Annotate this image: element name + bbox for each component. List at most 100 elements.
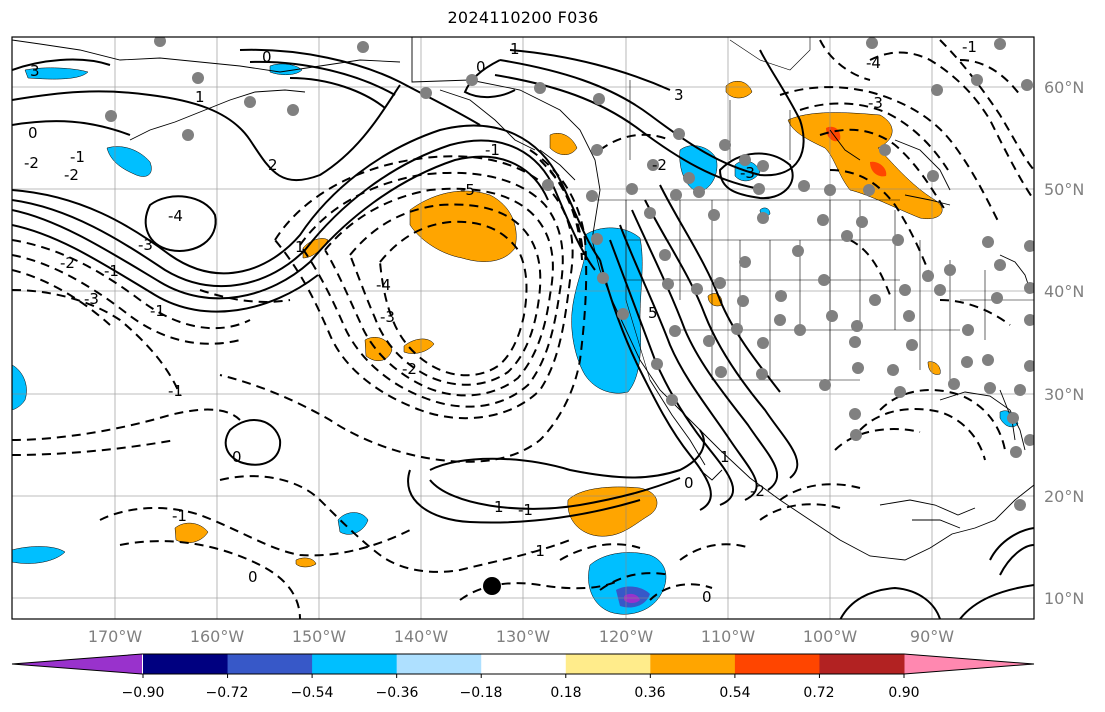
contour-label: -1 — [485, 141, 500, 159]
positive-anomaly-shade — [567, 486, 658, 537]
colorbar-tick-label: 0.72 — [803, 685, 834, 701]
colorbar-segment — [227, 654, 313, 674]
contour-label: 0 — [702, 588, 712, 606]
lon-label: 90°W — [910, 627, 954, 646]
contour-label: -1 — [530, 542, 545, 560]
coastlines — [12, 37, 1034, 561]
tropical-cyclone-marker — [483, 577, 501, 595]
lon-label: 140°W — [394, 627, 449, 646]
negative-anomaly-shade — [337, 512, 369, 535]
lon-label: 120°W — [599, 627, 654, 646]
contour-label: -2 — [24, 154, 39, 172]
positive-anomaly-shade — [787, 112, 943, 220]
positive-anomaly-shade — [549, 132, 578, 155]
colorbar-outline — [11, 653, 1035, 675]
lon-label: 170°W — [88, 627, 143, 646]
colorbar-segment — [312, 654, 398, 674]
contour-label: -4 — [168, 207, 183, 225]
contour-label: 0 — [232, 448, 242, 466]
contour-label: 0 — [28, 124, 38, 142]
contour-label: -3 — [380, 308, 395, 326]
colorbar-tick-label: −0.90 — [122, 685, 165, 701]
positive-anomaly-shade — [295, 557, 317, 568]
contour-lines — [12, 48, 1034, 619]
contour-label: -1 — [518, 501, 533, 519]
colorbar-tick-label: −0.72 — [206, 685, 249, 701]
colorbar-tick-label: 0.36 — [634, 685, 665, 701]
negative-anomaly-shade — [106, 146, 152, 177]
contour-label: -2 — [64, 166, 79, 184]
negative-anomaly-shade — [24, 67, 89, 80]
positive-anomaly-shade — [927, 361, 941, 375]
contour-label: 0 — [262, 48, 272, 66]
positive-anomaly-shade — [725, 80, 753, 99]
contour-label: 1 — [510, 40, 520, 58]
contour-label: -3 — [740, 164, 755, 182]
latitude-labels: 60°N 50°N 40°N 30°N 20°N 10°N — [1044, 78, 1084, 608]
lon-label: 160°W — [190, 627, 245, 646]
colorbar-tick-label: −0.54 — [291, 685, 334, 701]
contour-label: -4 — [866, 54, 881, 72]
lat-label: 50°N — [1044, 180, 1084, 199]
negative-anomaly-shade — [12, 364, 27, 411]
colorbar-tick-label: −0.36 — [376, 685, 419, 701]
colorbar-tick-label: 0.54 — [719, 685, 750, 701]
contour-label: -1 — [150, 302, 165, 320]
lat-label: 30°N — [1044, 385, 1084, 404]
contour-label: 3 — [674, 86, 684, 104]
colorbar-segment — [396, 654, 482, 674]
contour-lines-dashed — [12, 39, 1034, 619]
map-title: 2024110200 F036 — [447, 8, 599, 27]
contour-label: -3 — [138, 236, 153, 254]
contour-label: -1 — [172, 507, 187, 525]
observation-dots — [105, 37, 1034, 511]
colorbar-extend-low — [12, 654, 142, 674]
colorbar-segment — [481, 654, 567, 674]
contour-label: 1 — [720, 448, 730, 466]
colorbar-tick-label: 0.90 — [888, 685, 919, 701]
lat-label: 10°N — [1044, 589, 1084, 608]
negative-anomaly-shade — [624, 593, 640, 603]
lon-label: 150°W — [292, 627, 347, 646]
positive-anomaly-shade — [870, 161, 887, 177]
contour-label: 2 — [268, 156, 278, 174]
lon-label: 100°W — [803, 627, 858, 646]
contour-label: 1 — [195, 88, 205, 106]
contour-label: -2 — [402, 360, 417, 378]
contour-label: -1 — [168, 382, 183, 400]
contour-label: -5 — [460, 181, 475, 199]
contour-label: -2 — [60, 254, 75, 272]
colorbar-tick-label: 0.18 — [550, 685, 581, 701]
contour-label: -4 — [376, 276, 391, 294]
contour-label: 0 — [476, 58, 486, 76]
contour-labels: 3 0 -1 -2 -2 1 -4 -3 -2 -3 -1 -1 2 -5 -4… — [24, 38, 977, 606]
longitude-labels: 170°W 160°W 150°W 140°W 130°W 120°W 110°… — [88, 627, 954, 646]
contour-label: -1 — [104, 262, 119, 280]
lon-label: 130°W — [496, 627, 551, 646]
colorbar-segment — [650, 654, 736, 674]
lat-label: 40°N — [1044, 282, 1084, 301]
contour-label: 0 — [684, 474, 694, 492]
colorbar-segment — [734, 654, 820, 674]
colorbar-tick-label: −0.18 — [460, 685, 503, 701]
contour-label: -3 — [84, 290, 99, 308]
contour-label: -1 — [70, 148, 85, 166]
lat-label: 20°N — [1044, 487, 1084, 506]
negative-anomaly-shade — [12, 546, 66, 564]
contour-label: 1 — [494, 498, 504, 516]
contour-label: 1 — [295, 238, 305, 256]
colorbar-tick-labels: −0.90 −0.72 −0.54 −0.36 −0.18 0.18 0.36 … — [122, 685, 920, 701]
colorbar-segment — [143, 654, 229, 674]
contour-label: 0 — [248, 568, 258, 586]
colorbar-segment — [819, 654, 905, 674]
map-border — [11, 36, 1035, 620]
contour-label: -1 — [962, 38, 977, 56]
colorbar-segment — [565, 654, 651, 674]
colorbar — [11, 653, 1035, 678]
lat-label: 60°N — [1044, 78, 1084, 97]
negative-anomaly-shade — [571, 227, 643, 394]
contour-label: 5 — [648, 304, 658, 322]
contour-label: -2 — [750, 482, 765, 500]
contour-label: -3 — [868, 94, 883, 112]
